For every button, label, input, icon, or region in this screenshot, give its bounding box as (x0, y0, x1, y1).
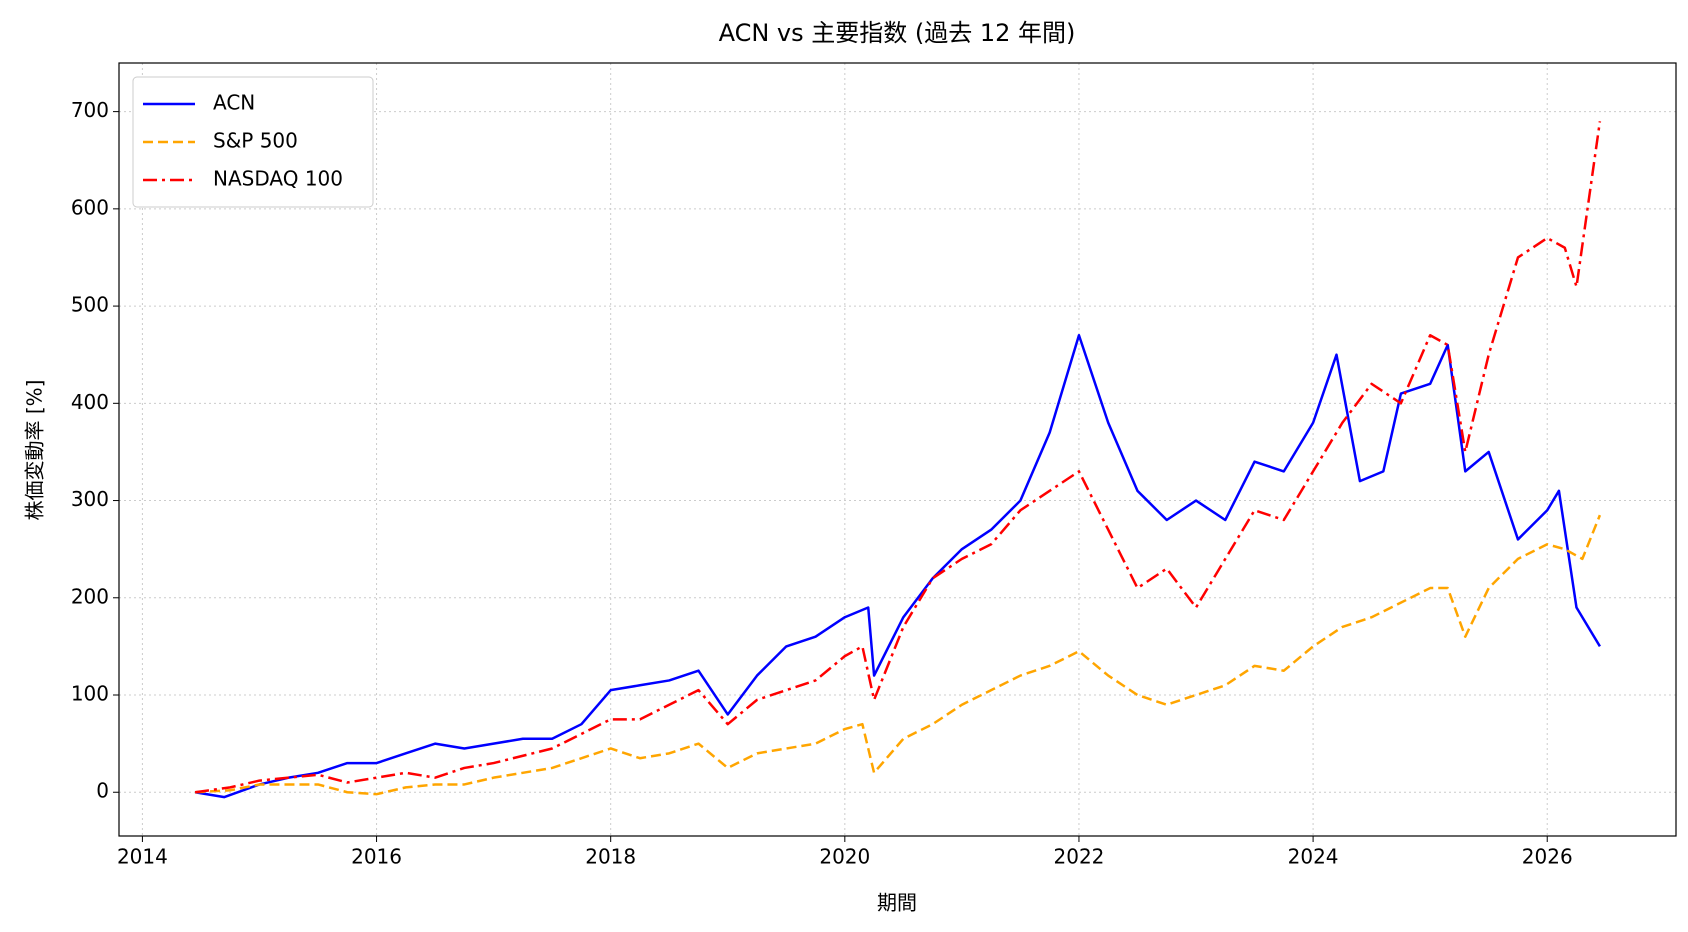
x-tick-label: 2014 (117, 845, 168, 869)
x-tick-label: 2016 (351, 845, 402, 869)
y-tick-label: 200 (71, 584, 109, 608)
y-tick-label: 300 (71, 487, 109, 511)
y-tick-label: 700 (71, 98, 109, 122)
legend-label: NASDAQ 100 (213, 167, 343, 191)
chart-title: ACN vs 主要指数 (過去 12 年間) (719, 19, 1076, 47)
x-tick-label: 2026 (1522, 845, 1573, 869)
legend-box (132, 76, 374, 208)
x-tick-label: 2022 (1054, 845, 1105, 869)
series-line (195, 514, 1602, 796)
y-tick-label: 100 (71, 682, 109, 706)
x-tick-label: 2024 (1288, 845, 1339, 869)
legend-label: ACN (213, 91, 255, 115)
x-tick-label: 2020 (819, 845, 870, 869)
y-tick-label: 600 (71, 195, 109, 219)
y-tick-label: 400 (71, 390, 109, 414)
y-axis-label: 株価変動率 [%] (23, 380, 47, 521)
legend-label: S&P 500 (213, 129, 298, 153)
x-tick-label: 2018 (585, 845, 636, 869)
y-tick-label: 0 (96, 779, 109, 803)
plot-frame (118, 62, 1677, 837)
series-line (194, 121, 1602, 794)
series-line (194, 334, 1601, 799)
x-axis-label: 期間 (877, 891, 917, 915)
y-tick-label: 500 (71, 293, 109, 317)
